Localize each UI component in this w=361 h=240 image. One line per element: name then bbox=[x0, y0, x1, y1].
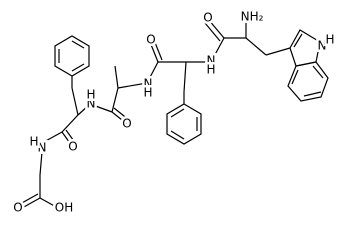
bonds bbox=[19, 18, 329, 209]
atom-label: N bbox=[87, 97, 96, 111]
atom-label: OH bbox=[55, 201, 73, 215]
atom-label: N bbox=[38, 141, 47, 155]
atom-label: H bbox=[325, 33, 334, 47]
atom-label: H bbox=[29, 135, 38, 149]
atom-label: N bbox=[144, 77, 153, 91]
atom-label: O bbox=[203, 11, 212, 25]
atom-labels: O NH₂ N H N H O N H O N H O N H O O OH bbox=[11, 7, 337, 217]
atom-label: NH₂ bbox=[241, 10, 264, 24]
atom-label: O bbox=[146, 33, 155, 47]
page: {"atom_labels": ["O", "NH₂", "N", "H", "… bbox=[11, 7, 337, 217]
atom-label: H bbox=[86, 88, 95, 102]
atom-label: N bbox=[318, 39, 327, 53]
atom-label: O bbox=[122, 117, 131, 131]
atom-label: H bbox=[143, 86, 152, 100]
atom-label: O bbox=[13, 201, 22, 215]
atom-label: H bbox=[206, 63, 215, 77]
atom-label: O bbox=[68, 140, 77, 154]
atom-label: N bbox=[207, 54, 216, 68]
molecule-diagram: O NH₂ N H N H O N H O N H O N H O O OH bbox=[11, 7, 337, 217]
